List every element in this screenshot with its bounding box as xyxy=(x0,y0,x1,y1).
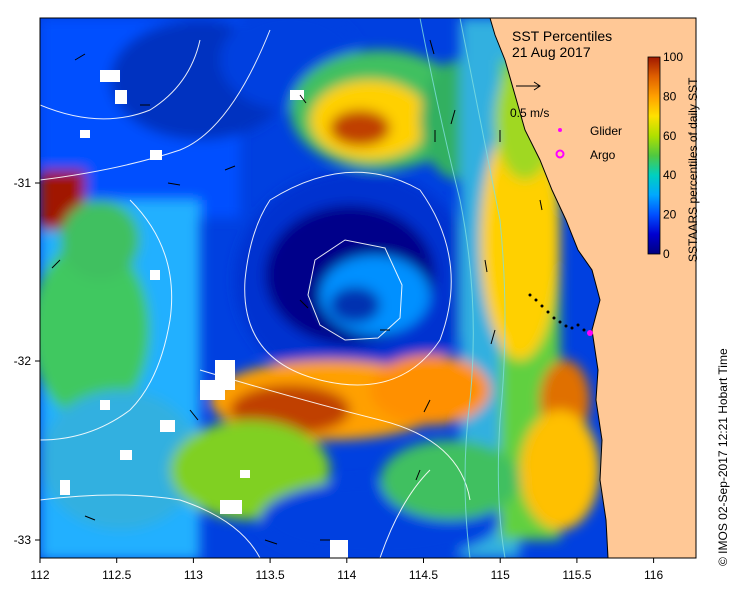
colorbar-tick-label: 20 xyxy=(663,208,677,222)
colorbar-tick-label: 0 xyxy=(663,247,670,261)
colorbar-tick-label: 80 xyxy=(663,89,677,103)
x-tick-label: 112 xyxy=(30,568,49,582)
y-tick-label: -31 xyxy=(14,176,32,190)
land-mass xyxy=(489,18,696,558)
argo-legend-label: Argo xyxy=(590,148,616,162)
argo-legend-marker xyxy=(555,149,565,159)
glider-position-marker xyxy=(587,330,593,336)
x-tick-label: 115 xyxy=(491,568,510,582)
x-tick-label: 112.5 xyxy=(102,568,131,582)
x-tick-label: 114 xyxy=(337,568,356,582)
map-title-line1: SST Percentiles xyxy=(512,28,612,44)
platform-legend: Glider Argo xyxy=(555,124,622,162)
imos-credit: © IMOS 02-Sep-2017 12:21 Hobart Time xyxy=(716,348,730,566)
glider-legend-label: Glider xyxy=(590,124,622,138)
glider-legend-marker xyxy=(558,128,562,132)
colorbar-tick-label: 60 xyxy=(663,129,677,143)
x-tick-label: 116 xyxy=(644,568,663,582)
colorbar: 0 20 40 60 80 100 SSTAARS percentiles of dail… xyxy=(647,50,700,262)
velocity-scale-legend: 0.5 m/s xyxy=(510,81,549,120)
colorbar-ticks: 0 20 40 60 80 100 xyxy=(663,50,683,261)
velocity-scale-label: 0.5 m/s xyxy=(510,106,549,120)
colorbar-label: SSTAARS percentiles of daily SST xyxy=(686,77,700,262)
colorbar-gradient xyxy=(647,56,661,255)
x-tick-label: 115.5 xyxy=(562,568,591,582)
colorbar-tick-label: 100 xyxy=(663,50,683,64)
sst-field xyxy=(40,18,696,558)
x-tick-label: 113.5 xyxy=(256,568,285,582)
map-title-line2: 21 Aug 2017 xyxy=(512,44,591,60)
latitude-axis: -31 -32 -33 xyxy=(14,176,40,547)
y-tick-label: -32 xyxy=(14,354,32,368)
x-tick-label: 113 xyxy=(184,568,203,582)
x-tick-label: 114.5 xyxy=(409,568,438,582)
longitude-axis: 112 112.5 113 113.5 114 114.5 115 115.5 116 xyxy=(30,558,663,582)
colorbar-tick-label: 40 xyxy=(663,168,677,182)
y-tick-label: -33 xyxy=(14,533,32,547)
